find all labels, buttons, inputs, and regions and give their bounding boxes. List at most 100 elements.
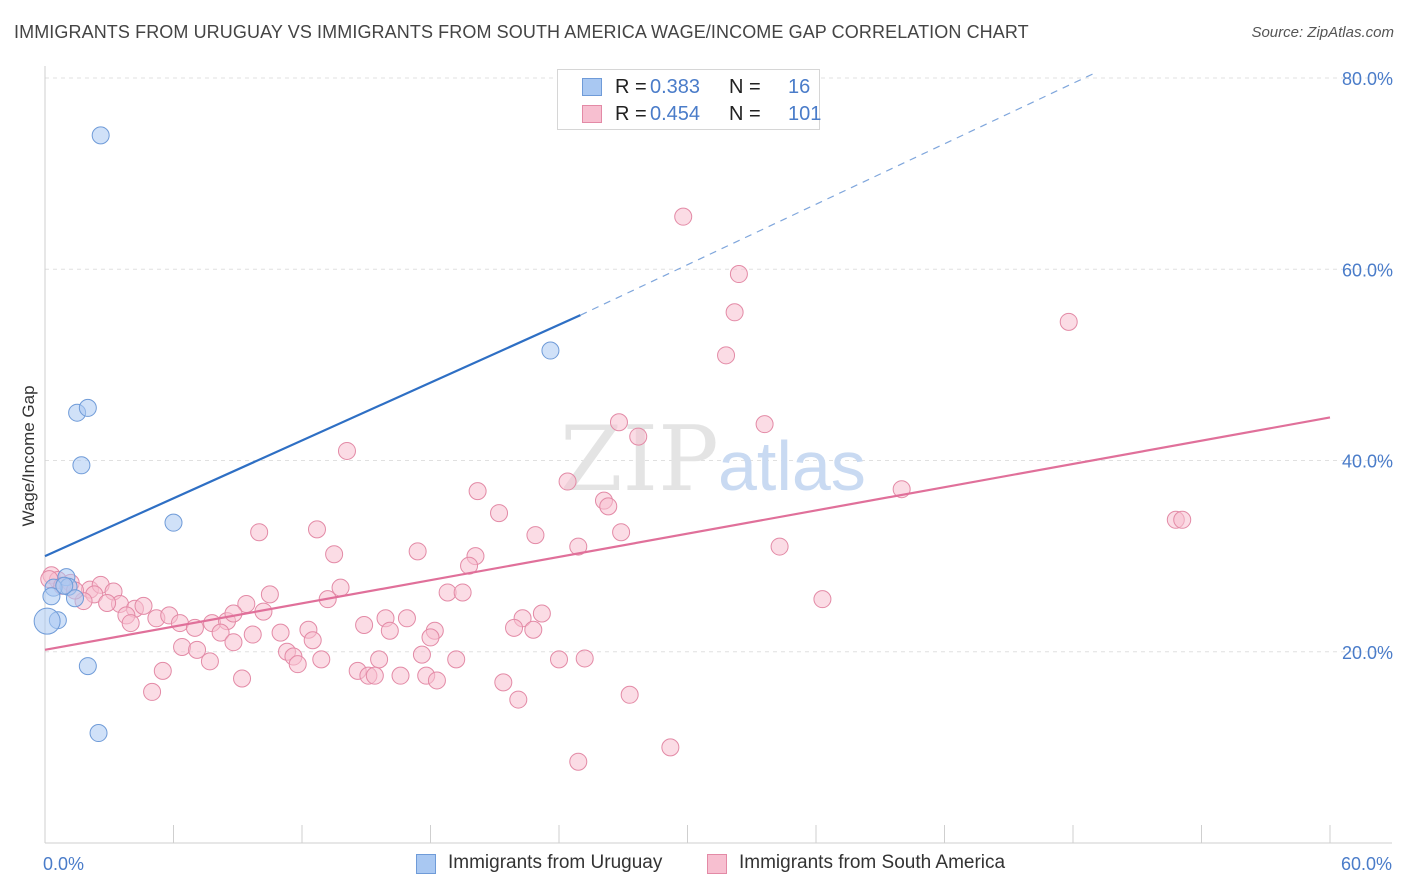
point-south-america	[243, 625, 262, 644]
point-south-america	[674, 207, 693, 226]
point-uruguay	[78, 398, 97, 417]
point-south-america	[558, 472, 577, 491]
point-south-america	[260, 585, 279, 604]
y-tick-labels: 20.0% 40.0% 60.0% 80.0%	[1342, 69, 1393, 663]
point-south-america	[468, 482, 487, 501]
x-tick-label: 60.0%	[1341, 854, 1392, 874]
point-south-america	[337, 441, 356, 460]
x-tick-label: 0.0%	[43, 854, 84, 874]
legend-n-label: N =	[729, 103, 761, 125]
point-south-america	[661, 738, 680, 757]
bottom-legend-label-south-america: Immigrants from South America	[739, 852, 1006, 873]
trend-line-south-america	[44, 416, 1331, 651]
point-uruguay	[33, 607, 61, 635]
point-uruguay	[55, 576, 74, 595]
point-uruguay	[42, 587, 61, 606]
trend-line-uruguay	[44, 314, 581, 558]
point-south-america	[233, 669, 252, 688]
bottom-legend-swatch-south-america	[707, 854, 727, 874]
point-south-america	[725, 303, 744, 322]
point-south-america	[153, 661, 172, 680]
point-south-america	[421, 628, 440, 647]
point-south-america	[121, 614, 140, 633]
legend-r-label: R =	[615, 103, 647, 125]
point-south-america	[271, 623, 290, 642]
point-south-america	[490, 504, 509, 523]
point-south-america	[532, 604, 551, 623]
point-south-america	[447, 650, 466, 669]
watermark-zip: ZIP	[560, 407, 719, 512]
y-tick-label: 20.0%	[1342, 643, 1393, 663]
legend-swatch-uruguay	[582, 78, 602, 96]
point-south-america	[438, 583, 457, 602]
point-south-america	[173, 637, 192, 656]
point-south-america	[494, 673, 513, 692]
point-south-america	[325, 545, 344, 564]
point-south-america	[307, 520, 326, 539]
point-uruguay	[91, 126, 110, 145]
y-tick-label: 80.0%	[1342, 69, 1393, 89]
point-south-america	[717, 346, 736, 365]
point-south-america	[98, 593, 117, 612]
correlation-legend: R = 0.383 N = 16 R = 0.454 N = 101	[557, 69, 822, 130]
point-south-america	[303, 631, 322, 650]
point-south-america	[380, 621, 399, 640]
point-south-america	[365, 666, 384, 685]
legend-n-value: 101	[788, 103, 822, 125]
point-south-america	[609, 413, 628, 432]
point-south-america	[211, 623, 230, 642]
source-label: Source: ZipAtlas.com	[1251, 24, 1394, 41]
point-uruguay	[65, 589, 84, 608]
point-south-america	[224, 633, 243, 652]
point-south-america	[599, 497, 618, 516]
point-south-america	[288, 655, 307, 674]
watermark-atlas: atlas	[718, 427, 866, 505]
point-south-america	[312, 650, 331, 669]
data-points	[33, 126, 1192, 771]
point-south-america	[813, 590, 832, 609]
point-south-america	[170, 614, 189, 633]
bottom-legend-label-uruguay: Immigrants from Uruguay	[448, 852, 663, 873]
point-south-america	[355, 615, 374, 634]
point-south-america	[550, 650, 568, 669]
point-south-america	[200, 652, 219, 671]
point-south-america	[770, 537, 789, 556]
y-tick-label: 40.0%	[1342, 452, 1393, 472]
trend-line-uruguay-extension	[580, 72, 1095, 316]
y-axis-label: Wage/Income Gap	[19, 385, 38, 526]
y-tick-label: 60.0%	[1342, 260, 1393, 280]
bottom-legend-swatch-uruguay	[416, 854, 436, 874]
point-south-america	[569, 537, 588, 556]
point-south-america	[1173, 510, 1192, 529]
point-uruguay	[78, 657, 97, 676]
legend-n-label: N =	[729, 76, 761, 98]
grid-lines	[45, 77, 1392, 653]
point-south-america	[370, 650, 389, 669]
point-south-america	[729, 265, 748, 284]
legend-swatch-south-america	[582, 105, 602, 123]
legend-n-value: 16	[788, 76, 811, 98]
trend-lines	[44, 72, 1331, 651]
x-tick-labels: 0.0% 60.0%	[43, 854, 1392, 874]
legend-r-value: 0.383	[650, 76, 701, 98]
point-south-america	[612, 523, 631, 542]
point-south-america	[412, 645, 431, 664]
point-south-america	[526, 526, 545, 545]
point-south-america	[427, 671, 446, 690]
point-south-america	[188, 640, 207, 659]
point-south-america	[250, 523, 269, 542]
point-south-america	[453, 583, 472, 602]
point-south-america	[143, 682, 162, 701]
point-south-america	[505, 618, 524, 637]
point-south-america	[629, 427, 648, 446]
point-south-america	[397, 609, 416, 628]
axes	[44, 66, 1392, 844]
point-uruguay	[89, 724, 108, 743]
point-south-america	[391, 666, 410, 685]
point-uruguay	[72, 456, 91, 475]
point-uruguay	[164, 513, 183, 532]
legend-r-value: 0.454	[650, 103, 701, 125]
point-south-america	[224, 604, 243, 623]
point-south-america	[755, 415, 774, 434]
legend-r-label: R =	[615, 76, 647, 98]
